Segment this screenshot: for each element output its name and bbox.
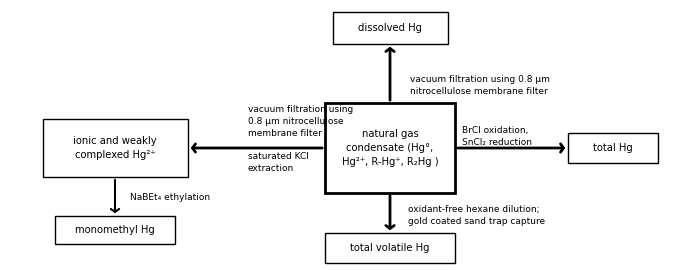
Text: BrCl oxidation,
SnCl₂ reduction: BrCl oxidation, SnCl₂ reduction: [462, 126, 532, 147]
Bar: [55, 216, 175, 244]
Bar: [325, 103, 455, 193]
Text: total volatile Hg: total volatile Hg: [350, 243, 430, 253]
Text: vacuum filtration using 0.8 μm
nitrocellulose membrane filter: vacuum filtration using 0.8 μm nitrocell…: [410, 75, 550, 96]
Bar: [568, 133, 658, 163]
Text: natural gas
condensate (Hg°,
Hg²⁺, R-Hg⁺, R₂Hg ): natural gas condensate (Hg°, Hg²⁺, R-Hg⁺…: [342, 129, 438, 167]
Text: oxidant-free hexane dilution;
gold coated sand trap capture: oxidant-free hexane dilution; gold coate…: [408, 205, 545, 226]
Text: NaBEt₄ ethylation: NaBEt₄ ethylation: [130, 193, 210, 202]
Bar: [333, 12, 447, 44]
Text: dissolved Hg: dissolved Hg: [358, 23, 422, 33]
Text: monomethyl Hg: monomethyl Hg: [75, 225, 155, 235]
Text: total Hg: total Hg: [593, 143, 633, 153]
Text: vacuum filtration using
0.8 μm nitrocellulose
membrane filter: vacuum filtration using 0.8 μm nitrocell…: [248, 105, 353, 138]
Text: ionic and weakly
complexed Hg²⁺: ionic and weakly complexed Hg²⁺: [73, 136, 157, 160]
Bar: [43, 119, 187, 177]
Text: saturated KCl
extraction: saturated KCl extraction: [248, 152, 309, 173]
Bar: [325, 233, 455, 263]
